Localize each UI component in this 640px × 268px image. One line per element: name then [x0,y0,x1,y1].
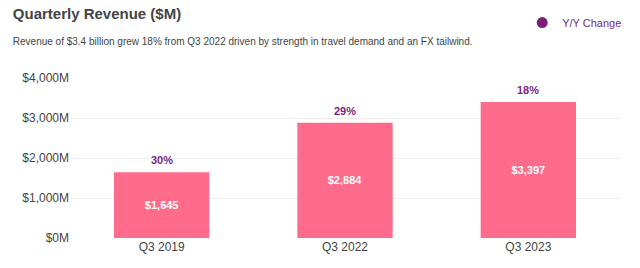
svg-text:29%: 29% [334,105,356,117]
svg-text:Q3 2022: Q3 2022 [322,240,368,254]
svg-text:$2,884: $2,884 [328,174,363,186]
svg-text:$2,000M: $2,000M [22,151,69,165]
svg-text:Y/Y Change: Y/Y Change [562,17,621,29]
svg-text:Quarterly Revenue ($M): Quarterly Revenue ($M) [13,5,181,22]
svg-text:$3,397: $3,397 [512,164,546,176]
svg-text:Revenue of $3.4 billion grew 1: Revenue of $3.4 billion grew 18% from Q3… [13,36,473,47]
svg-text:$4,000M: $4,000M [22,71,69,85]
svg-text:$1,000M: $1,000M [22,191,69,205]
svg-text:$3,000M: $3,000M [22,111,69,125]
svg-text:$1,645: $1,645 [145,199,179,211]
svg-text:18%: 18% [517,84,539,96]
svg-text:Q3 2019: Q3 2019 [139,240,185,254]
svg-text:Q3 2023: Q3 2023 [505,240,551,254]
svg-text:30%: 30% [151,154,173,166]
svg-text:$0M: $0M [46,231,69,245]
